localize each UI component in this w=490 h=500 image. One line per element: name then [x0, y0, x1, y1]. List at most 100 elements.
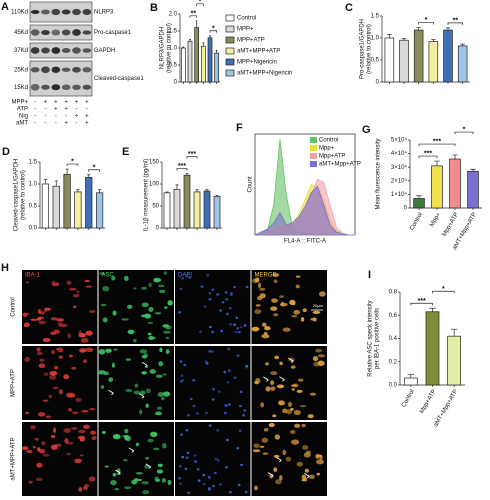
cell: [229, 491, 232, 494]
bar: [173, 188, 181, 229]
cell: [257, 282, 262, 289]
cell: [165, 325, 172, 330]
cell: [235, 316, 239, 319]
cell: [159, 289, 166, 294]
micrograph-panel: [98, 422, 174, 496]
error-bar: [189, 39, 191, 42]
cell: [55, 347, 60, 351]
micrograph-panel: [251, 270, 327, 344]
panel-letter: A: [1, 1, 9, 13]
cell: [251, 326, 260, 332]
cell: [290, 365, 296, 369]
cell: [220, 329, 223, 333]
cell: [68, 354, 73, 358]
treatment-sign: -: [76, 107, 78, 113]
legend-swatch: [225, 47, 235, 55]
cell: [225, 298, 229, 301]
cell: [317, 360, 325, 366]
cell: [179, 482, 182, 485]
cell: [180, 433, 183, 436]
blot-strip: [29, 1, 93, 23]
cell: [237, 330, 241, 334]
bar: [431, 165, 443, 209]
cell: [211, 330, 215, 334]
panel-letter: D: [2, 146, 10, 158]
cell: [112, 310, 117, 316]
cell: [153, 447, 160, 451]
cell: [30, 425, 36, 430]
cell: [69, 287, 77, 291]
cell: [78, 333, 86, 338]
cell: [186, 451, 190, 455]
y-tick-label: 0.0: [29, 226, 38, 232]
legend-swatch: [225, 58, 235, 66]
cell: [78, 487, 83, 492]
blot-band: [51, 84, 61, 91]
y-tick-label: 50: [152, 204, 159, 210]
cell: [225, 404, 229, 407]
cell: [189, 397, 193, 401]
cell: [32, 445, 36, 449]
cell: [134, 383, 139, 388]
legend-label: aMT+Mpp+ATP: [319, 162, 361, 168]
cell: [316, 472, 320, 476]
cell: [262, 322, 267, 327]
legend-swatch: [225, 69, 235, 77]
cell: [181, 455, 185, 459]
significance-label: ***: [418, 298, 426, 305]
legend-swatch: [310, 137, 317, 143]
treatment-sign: -: [86, 107, 88, 113]
cell: [155, 374, 163, 378]
x-axis-label: FL4-A :: FITC-A: [284, 239, 326, 245]
cell: [76, 290, 80, 294]
cell: [218, 390, 221, 394]
cell: [167, 300, 173, 306]
error-bar: [195, 20, 198, 28]
y-axis-label: IL-1β measurement (pg/ml): [144, 159, 150, 231]
cell: [275, 479, 282, 485]
molecular-weight: 37Kd: [14, 48, 28, 54]
panel-letter: B: [150, 2, 158, 14]
cell: [98, 349, 106, 355]
cell: [196, 468, 200, 471]
cell: [243, 324, 247, 327]
cell: [99, 272, 105, 275]
cell: [277, 384, 285, 389]
cell: [225, 466, 228, 469]
cell: [294, 423, 301, 428]
blot-band: [30, 47, 40, 54]
treatment-label: Nig: [19, 114, 28, 120]
cell: [66, 280, 72, 285]
legend-swatch: [310, 153, 317, 159]
cell: [293, 409, 301, 416]
error-bar: [416, 27, 421, 31]
cell: [264, 326, 271, 331]
cell: [219, 483, 222, 486]
y-tick-label: 3×10⁴: [391, 164, 408, 171]
cell: [273, 467, 278, 473]
blot-band: [51, 47, 61, 54]
cell: [179, 360, 183, 363]
cell: [315, 453, 320, 459]
cell: [42, 337, 51, 343]
blot-band: [51, 66, 61, 73]
bar: [203, 190, 211, 229]
cell: [200, 285, 204, 288]
bar: [384, 37, 395, 83]
blot-band: [72, 66, 81, 73]
cell: [253, 443, 260, 449]
error-bar: [429, 307, 436, 312]
blot-band: [51, 29, 61, 36]
cell: [65, 441, 74, 445]
blot-band: [61, 29, 71, 36]
cell: [34, 437, 39, 441]
bar: [428, 41, 439, 83]
cell: [51, 435, 56, 438]
y-axis-label: (relative to control): [167, 23, 173, 73]
cell: [52, 386, 59, 390]
bar: [399, 39, 409, 83]
y-axis-label: Cleaved-caspase1/GAPDH: [14, 159, 20, 232]
error-bar: [416, 195, 422, 199]
cell: [124, 435, 132, 442]
treatment-sign: -: [65, 114, 67, 120]
